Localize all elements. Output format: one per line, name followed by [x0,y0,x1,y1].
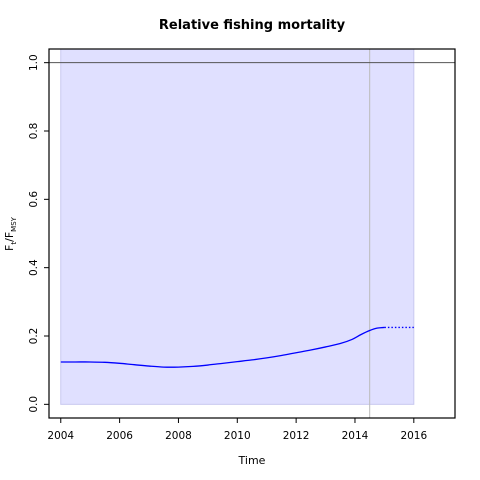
confidence-band [60,48,415,405]
y-tick-label: 1.0 [28,54,40,71]
y-axis-label-sub2: MSY [10,216,18,231]
y-tick-label: 0.0 [28,396,40,413]
x-tick-label: 2014 [342,430,369,442]
x-tick-label: 2016 [400,430,427,442]
y-tick-label: 0.2 [28,328,40,345]
chart-title: Relative fishing mortality [159,18,346,33]
plot-area [49,48,455,418]
y-axis-label-sub1: t [10,242,18,245]
y-tick-label: 0.8 [28,123,40,140]
x-tick-label: 2010 [224,430,251,442]
x-tick-label: 2004 [47,430,74,442]
plot-frame [48,48,456,419]
x-tick-label: 2006 [106,430,133,442]
fishing-mortality-line [60,326,385,368]
axes: 2004 2006 2008 2010 2012 2014 2016 0.0 0.2 0.4 0.6… [28,48,456,442]
y-axis-label: Ft/FMSY [3,216,18,251]
x-tick-label: 2008 [165,430,192,442]
x-tick-label: 2012 [283,430,310,442]
y-tick-label: 0.4 [28,259,40,276]
y-tick-label: 0.6 [28,191,40,208]
y-axis-label-sep: /F [3,232,16,242]
y-axis-label-main: F [3,245,16,251]
x-axis-label: Time [238,454,266,467]
